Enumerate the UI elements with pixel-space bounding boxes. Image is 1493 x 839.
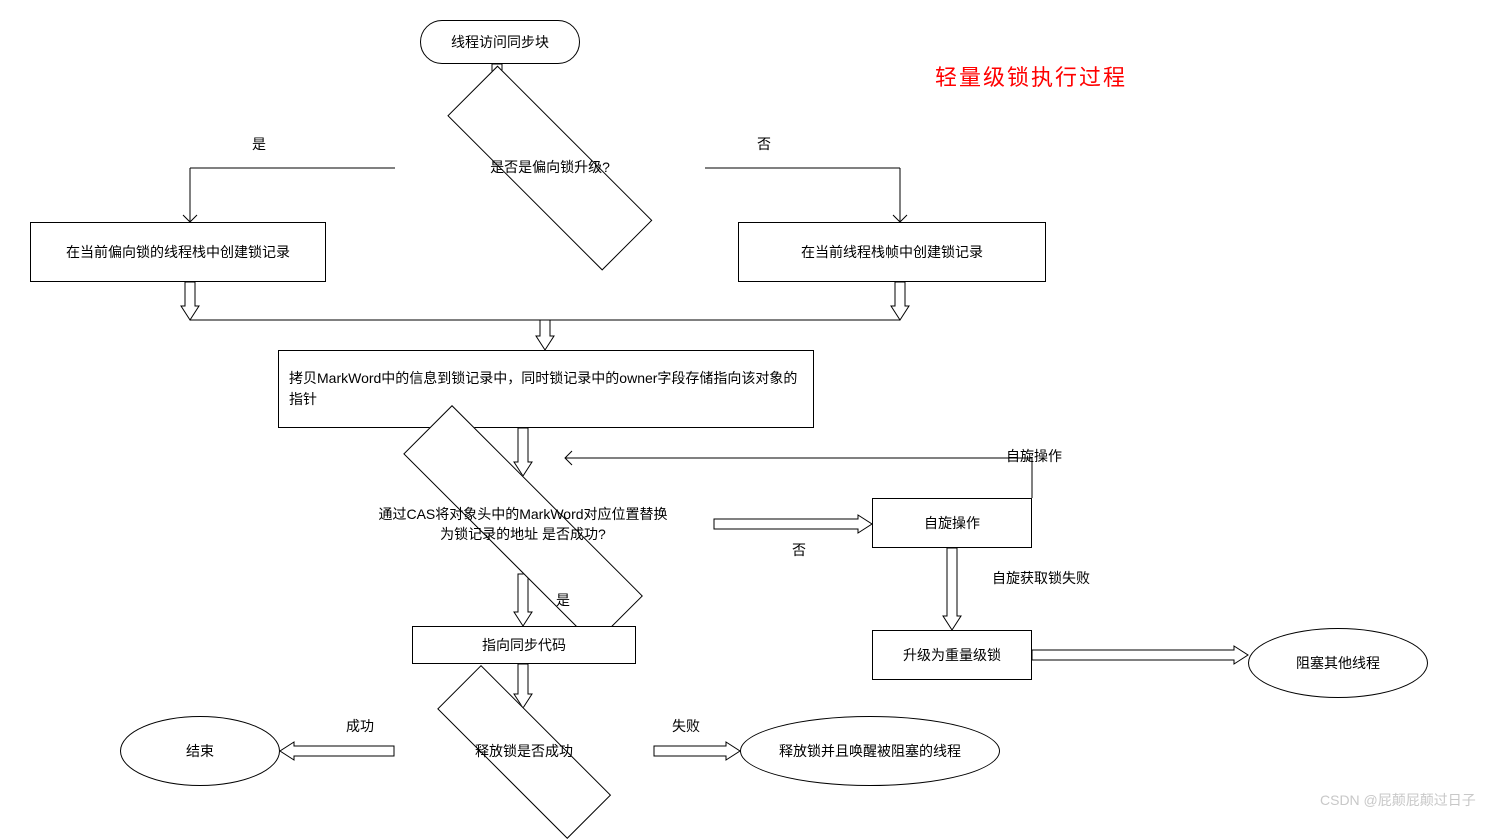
node-block-label: 阻塞其他线程 (1296, 653, 1380, 673)
node-proc-exec-label: 指向同步代码 (482, 635, 566, 656)
label-no2: 否 (792, 540, 806, 560)
node-dec-release-label: 释放锁是否成功 (394, 708, 654, 796)
node-dec-bias-label: 是否是偏向锁升级? (395, 118, 705, 218)
label-spin-l: 自旋操作 (1006, 446, 1062, 466)
node-dec-bias: 是否是偏向锁升级? (395, 118, 705, 218)
node-wake-label: 释放锁并且唤醒被阻塞的线程 (779, 741, 961, 761)
node-proc-exec: 指向同步代码 (412, 626, 636, 664)
node-end-label: 结束 (186, 741, 214, 761)
node-dec-release: 释放锁是否成功 (394, 708, 654, 796)
node-proc-spin-label: 自旋操作 (924, 513, 980, 534)
node-dec-cas-label: 通过CAS将对象头中的MarkWord对应位置替换为锁记录的地址 是否成功? (332, 476, 714, 574)
node-start: 线程访问同步块 (420, 20, 580, 64)
node-proc-spin: 自旋操作 (872, 498, 1032, 548)
node-dec-cas: 通过CAS将对象头中的MarkWord对应位置替换为锁记录的地址 是否成功? (332, 476, 714, 574)
label-yes2: 是 (556, 590, 570, 610)
node-proc-heavy: 升级为重量级锁 (872, 630, 1032, 680)
label-no1: 否 (757, 134, 771, 154)
node-end: 结束 (120, 716, 280, 786)
label-spin-f: 自旋获取锁失败 (992, 568, 1090, 588)
node-block: 阻塞其他线程 (1248, 628, 1428, 698)
node-proc-frame-label: 在当前线程栈帧中创建锁记录 (801, 242, 983, 263)
node-proc-frame: 在当前线程栈帧中创建锁记录 (738, 222, 1046, 282)
node-proc-bias-label: 在当前偏向锁的线程栈中创建锁记录 (66, 242, 290, 263)
node-proc-bias: 在当前偏向锁的线程栈中创建锁记录 (30, 222, 326, 282)
label-fail: 失败 (672, 716, 700, 736)
diagram-title: 轻量级锁执行过程 (935, 60, 1127, 92)
node-proc-copy: 拷贝MarkWord中的信息到锁记录中，同时锁记录中的owner字段存储指向该对… (278, 350, 814, 428)
node-proc-heavy-label: 升级为重量级锁 (903, 645, 1001, 666)
node-start-label: 线程访问同步块 (451, 32, 549, 53)
label-succ: 成功 (346, 716, 374, 736)
node-proc-copy-label: 拷贝MarkWord中的信息到锁记录中，同时锁记录中的owner字段存储指向该对… (289, 368, 803, 410)
watermark: CSDN @屁颠屁颠过日子 (1320, 790, 1476, 810)
label-yes1: 是 (252, 134, 266, 154)
node-wake: 释放锁并且唤醒被阻塞的线程 (740, 716, 1000, 786)
